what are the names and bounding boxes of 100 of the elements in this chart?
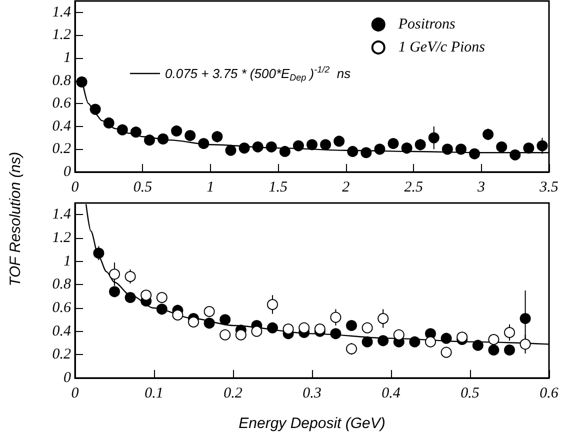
x-tick-label: 3 xyxy=(476,180,486,196)
x-tick-label: 2 xyxy=(342,180,350,196)
point xyxy=(279,146,290,157)
point xyxy=(109,268,120,280)
point xyxy=(510,149,521,160)
point xyxy=(393,329,404,340)
point xyxy=(116,124,128,136)
point xyxy=(171,125,182,136)
point xyxy=(401,142,412,154)
y-tick-label: 0.6 xyxy=(52,96,72,112)
x-tick-label: 0.5 xyxy=(133,180,153,196)
point xyxy=(225,144,236,156)
point xyxy=(292,140,304,152)
point xyxy=(103,117,114,128)
point xyxy=(488,344,500,356)
point xyxy=(520,313,531,324)
y-tick-label: 0 xyxy=(64,370,72,386)
point xyxy=(306,139,318,150)
y-tick-label: 0.2 xyxy=(52,141,72,158)
point xyxy=(140,290,152,301)
x-tick-label: 0.1 xyxy=(144,386,164,402)
point xyxy=(425,336,436,348)
y-axis-title: TOF Resolution (ns) xyxy=(7,152,24,286)
point xyxy=(409,336,420,348)
x-tick-label: 1 xyxy=(206,180,214,196)
point xyxy=(198,138,210,149)
point xyxy=(212,131,223,142)
y-tick-label: 0.8 xyxy=(52,72,72,89)
point xyxy=(172,310,184,320)
x-tick-label: 0.3 xyxy=(302,386,322,402)
y-tick-label: 1.2 xyxy=(52,230,72,246)
y-tick-label: 1.4 xyxy=(52,4,72,20)
x-axis-title: Energy Deposit (GeV) xyxy=(238,415,386,432)
point xyxy=(158,133,169,144)
point xyxy=(267,322,278,334)
point xyxy=(442,144,453,155)
point xyxy=(440,346,452,358)
point xyxy=(504,344,515,356)
x-tick-label: 3.5 xyxy=(538,180,559,196)
point xyxy=(346,320,357,331)
legend-label: 1 GeV/c Pions xyxy=(398,40,486,56)
point xyxy=(455,144,466,155)
x-tick-label: 2.5 xyxy=(404,180,424,196)
point xyxy=(362,336,373,348)
y-tick-label: 1.2 xyxy=(52,27,72,44)
point xyxy=(204,306,215,317)
y-tick-label: 1.4 xyxy=(52,206,72,223)
point xyxy=(536,140,548,152)
point xyxy=(220,314,231,326)
point xyxy=(330,328,342,340)
point xyxy=(374,144,386,155)
point xyxy=(414,139,426,150)
point xyxy=(251,326,262,337)
point xyxy=(482,128,494,140)
x-tick-label: 0.5 xyxy=(460,386,480,402)
point xyxy=(320,139,332,150)
point xyxy=(267,299,278,310)
point xyxy=(388,138,399,149)
y-tick-label: 0 xyxy=(64,164,72,180)
point xyxy=(184,130,196,142)
point xyxy=(156,304,168,315)
point xyxy=(523,142,534,154)
x-tick-label: 0.2 xyxy=(224,386,243,402)
point xyxy=(252,141,264,152)
point xyxy=(334,136,345,147)
x-tick-label: 0.4 xyxy=(382,386,401,402)
point xyxy=(238,142,250,154)
y-tick-label: 1 xyxy=(64,253,71,270)
legend-label: Positrons xyxy=(397,16,456,32)
point xyxy=(109,286,120,298)
point xyxy=(130,126,142,138)
point xyxy=(282,324,294,334)
y-tick-label: 0.4 xyxy=(52,118,72,134)
y-tick-label: 0.6 xyxy=(52,300,72,316)
point xyxy=(360,147,372,158)
point xyxy=(235,329,246,340)
point xyxy=(496,141,508,152)
y-tick-label: 1 xyxy=(64,50,71,66)
x-tick-label: 0.6 xyxy=(540,386,559,402)
point xyxy=(330,312,342,323)
y-tick-label: 0.2 xyxy=(52,346,72,363)
point xyxy=(90,104,101,115)
point xyxy=(362,322,373,334)
point xyxy=(428,132,440,144)
point xyxy=(156,292,168,303)
point xyxy=(472,340,484,351)
point xyxy=(93,248,104,259)
point xyxy=(298,322,310,334)
point xyxy=(188,316,199,328)
point xyxy=(124,292,136,303)
point xyxy=(440,332,452,344)
x-tick-label: 1.5 xyxy=(268,180,288,196)
point xyxy=(378,313,389,324)
point xyxy=(469,148,480,160)
point xyxy=(314,324,326,334)
point xyxy=(504,327,515,338)
point xyxy=(124,271,136,282)
point xyxy=(378,335,389,346)
point xyxy=(144,134,155,146)
point xyxy=(76,76,88,88)
